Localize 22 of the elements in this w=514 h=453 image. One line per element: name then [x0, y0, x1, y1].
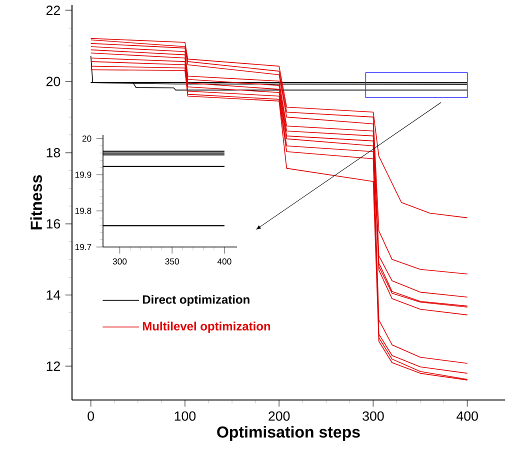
- y-tick-label: 19.8: [75, 208, 92, 214]
- x-tick-label: 400: [217, 258, 232, 264]
- y-tick-label: 14: [46, 290, 60, 300]
- y-tick-label: 19.9: [75, 172, 92, 178]
- y-tick-label: 19.7: [75, 244, 92, 250]
- x-tick-label: 300: [362, 411, 384, 421]
- x-tick-label: 0: [88, 411, 94, 421]
- y-tick-label: 20: [46, 76, 60, 86]
- y-tick-label: 18: [46, 148, 60, 158]
- x-tick-label: 400: [456, 411, 478, 421]
- legend-label: Direct optimization: [142, 294, 250, 306]
- x-tick-label: 200: [268, 411, 290, 421]
- x-tick-label: 300: [112, 258, 127, 264]
- y-tick-label: 22: [46, 6, 60, 15]
- y-tick-label: 12: [46, 362, 60, 371]
- x-tick-label: 100: [174, 411, 196, 421]
- x-tick-label: 350: [165, 258, 179, 264]
- x-axis-title: Optimisation steps: [217, 426, 360, 441]
- y-axis-title: Fitness: [30, 175, 42, 230]
- y-tick-label: 16: [46, 219, 60, 229]
- y-tick-label: 20: [82, 136, 92, 142]
- legend-label: Multilevel optimization: [142, 322, 270, 333]
